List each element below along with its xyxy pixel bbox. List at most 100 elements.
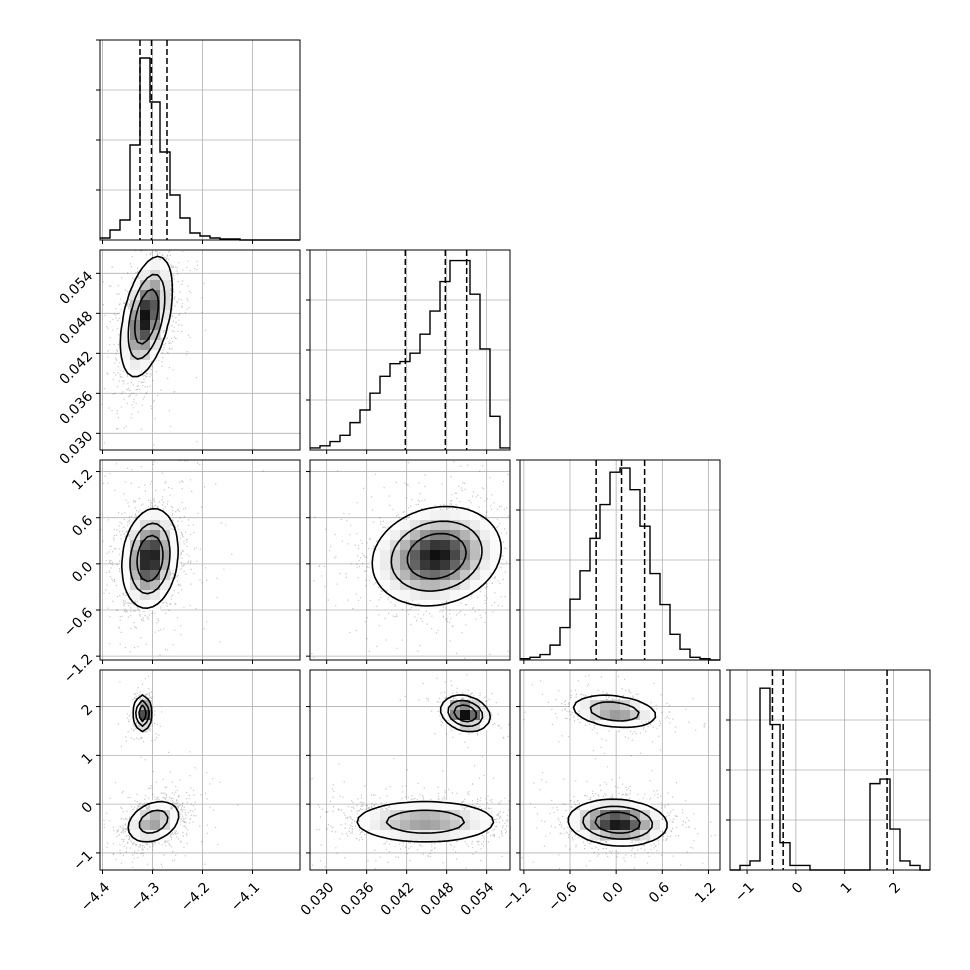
density-cell-2-1 bbox=[410, 550, 421, 561]
xtick-label-1-2: 0.042 bbox=[378, 879, 418, 919]
density-cell-3-1 bbox=[390, 830, 401, 841]
density-cell-2-0 bbox=[170, 550, 181, 561]
density-cell-3-2 bbox=[580, 830, 591, 841]
density-cell-2-1 bbox=[400, 590, 411, 601]
density-cell-2-1 bbox=[490, 540, 501, 551]
density-cell-2-1 bbox=[490, 550, 501, 561]
hist-frame-1 bbox=[309, 249, 511, 451]
density-cell-2-1 bbox=[420, 540, 431, 551]
density-cell-1-0 bbox=[140, 270, 151, 281]
hist-panel-1 bbox=[306, 249, 511, 454]
density-cell-1-0 bbox=[120, 340, 131, 351]
density-cell-1-0 bbox=[120, 310, 131, 321]
density-cell-2-1 bbox=[420, 590, 431, 601]
density-cell-2-0 bbox=[160, 560, 171, 571]
contour-3-1-1 bbox=[385, 699, 484, 834]
density-cell-1-0 bbox=[140, 280, 151, 291]
hist-panel-3 bbox=[726, 669, 931, 874]
density-cell-3-1 bbox=[460, 830, 471, 841]
contour-3-1-0 bbox=[356, 694, 495, 843]
contour-3-0-2 bbox=[138, 704, 147, 723]
density-cell-2-0 bbox=[120, 550, 131, 561]
density-cell-1-0 bbox=[140, 340, 151, 351]
density-cell-3-1 bbox=[470, 710, 481, 721]
density-cell-2-1 bbox=[450, 520, 461, 531]
density-cell-2-1 bbox=[450, 550, 461, 561]
density-cell-3-1 bbox=[440, 810, 451, 821]
density-cell-3-2 bbox=[570, 820, 581, 831]
density-cell-3-1 bbox=[460, 710, 471, 721]
density-cell-2-0 bbox=[150, 510, 161, 521]
density-cell-3-2 bbox=[620, 810, 631, 821]
xtick-label-1-4: 0.054 bbox=[458, 879, 498, 919]
density-cell-2-1 bbox=[470, 580, 481, 591]
density-cell-3-1 bbox=[380, 820, 391, 831]
density-cell-3-0 bbox=[150, 800, 161, 811]
density-cell-2-1 bbox=[430, 510, 441, 521]
ytick-label-1-1: 0.036 bbox=[57, 388, 97, 428]
density-cell-3-2 bbox=[640, 710, 651, 721]
density-cell-1-0 bbox=[120, 360, 131, 371]
density-cell-1-0 bbox=[130, 310, 141, 321]
density-cell-3-1 bbox=[370, 810, 381, 821]
density-cell-2-1 bbox=[490, 530, 501, 541]
joint-frame-3-0 bbox=[99, 669, 301, 871]
contour-1-0-0 bbox=[119, 255, 174, 378]
density-cell-2-1 bbox=[420, 570, 431, 581]
density-cell-2-1 bbox=[490, 560, 501, 571]
density-cell-3-0 bbox=[160, 810, 171, 821]
density-cell-3-1 bbox=[430, 810, 441, 821]
joint-inner-3-0 bbox=[100, 670, 300, 870]
xtick-label-0-1: −4.3 bbox=[128, 879, 163, 914]
ytick-label-3-0: −1 bbox=[70, 848, 96, 874]
density-cell-2-1 bbox=[440, 590, 451, 601]
xtick-label-1-1: 0.036 bbox=[338, 879, 378, 919]
density-cell-1-0 bbox=[160, 320, 171, 331]
density-cell-1-0 bbox=[130, 370, 141, 381]
density-cell-2-1 bbox=[410, 510, 421, 521]
density-cell-3-1 bbox=[420, 810, 431, 821]
density-cell-2-1 bbox=[380, 580, 391, 591]
xtick-label-3-1: 0 bbox=[789, 879, 807, 897]
xtick-label-3-2: 1 bbox=[838, 879, 856, 897]
density-cell-3-0 bbox=[170, 810, 181, 821]
density-cell-3-1 bbox=[470, 810, 481, 821]
density-cell-2-1 bbox=[370, 550, 381, 561]
joint-inner-2-1 bbox=[310, 460, 510, 660]
density-cell-2-0 bbox=[150, 530, 161, 541]
density-cell-2-1 bbox=[390, 540, 401, 551]
density-cell-3-2 bbox=[630, 700, 641, 711]
density-cell-1-0 bbox=[130, 280, 141, 291]
density-cell-2-0 bbox=[130, 560, 141, 571]
density-cell-2-1 bbox=[460, 590, 471, 601]
histogram-0 bbox=[100, 57, 300, 241]
density-cell-2-1 bbox=[470, 570, 481, 581]
joint-inner-2-0 bbox=[100, 460, 300, 660]
density-cell-2-1 bbox=[440, 530, 451, 541]
xtick-label-3-3: 2 bbox=[887, 879, 905, 897]
density-cell-2-1 bbox=[440, 570, 451, 581]
density-cell-2-1 bbox=[470, 530, 481, 541]
density-cell-3-1 bbox=[390, 800, 401, 811]
density-cell-2-1 bbox=[470, 550, 481, 561]
xtick-label-2-2: 0.0 bbox=[600, 879, 627, 906]
density-cell-1-0 bbox=[140, 310, 151, 321]
histogram-2 bbox=[520, 467, 720, 661]
density-cell-3-2 bbox=[630, 830, 641, 841]
density-cell-3-1 bbox=[380, 830, 391, 841]
density-cell-3-1 bbox=[440, 800, 451, 811]
density-cell-2-1 bbox=[390, 590, 401, 601]
density-cell-3-0 bbox=[130, 830, 141, 841]
ytick-label-3-2: 1 bbox=[79, 750, 97, 768]
density-cell-2-0 bbox=[130, 570, 141, 581]
density-cell-2-1 bbox=[460, 510, 471, 521]
density-cell-3-2 bbox=[610, 830, 621, 841]
density-cell-2-1 bbox=[460, 520, 471, 531]
density-cell-3-1 bbox=[400, 810, 411, 821]
density-cell-3-1 bbox=[480, 810, 491, 821]
density-cell-2-1 bbox=[480, 520, 491, 531]
density-cell-1-0 bbox=[140, 330, 151, 341]
hist-frame-3 bbox=[729, 669, 931, 871]
histogram-3 bbox=[730, 687, 930, 871]
density-cell-2-1 bbox=[400, 550, 411, 561]
